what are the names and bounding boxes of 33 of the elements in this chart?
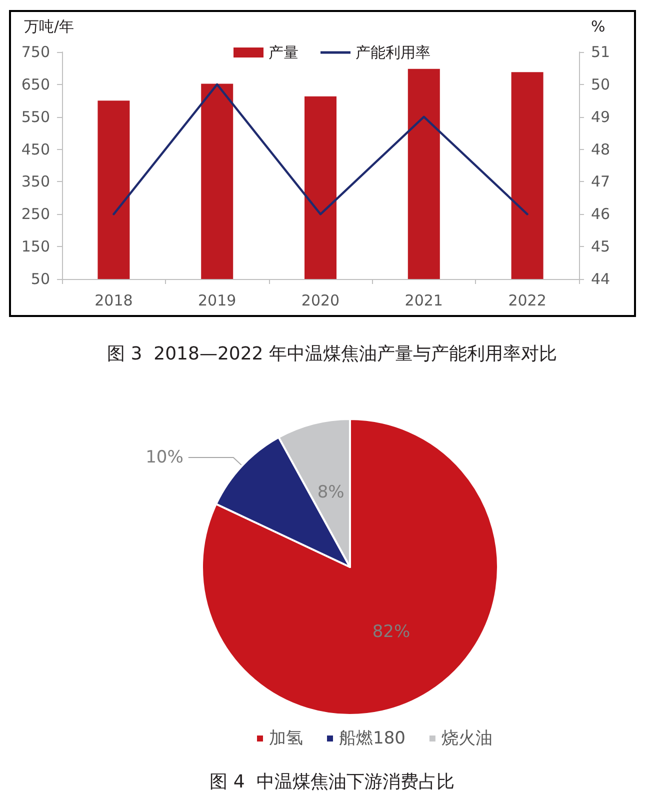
y-tick-label: 250 bbox=[21, 205, 50, 224]
y2-tick-label: 51 bbox=[591, 43, 610, 61]
y2-axis-title: % bbox=[591, 18, 606, 36]
y2-tick-label: 47 bbox=[591, 172, 610, 191]
y2-tick-label: 50 bbox=[591, 75, 610, 94]
legend-label: 产量 bbox=[268, 44, 298, 62]
text: 图 4 中温煤焦油下游消费占比 bbox=[210, 772, 454, 792]
legend-label: 加氢 bbox=[269, 728, 303, 748]
y-tick-label: 550 bbox=[21, 108, 50, 126]
y-tick-label: 750 bbox=[21, 43, 50, 61]
y-axis-title: 万吨/年 bbox=[24, 18, 74, 36]
y-tick-label: 350 bbox=[21, 172, 50, 191]
y2-tick-label: 49 bbox=[591, 108, 610, 126]
text: 图 3 2018—2022 年中温煤焦油产量与产能利用率对比 bbox=[107, 344, 557, 364]
x-tick-label: 2018 bbox=[94, 292, 133, 310]
data-label: 10% bbox=[146, 447, 184, 468]
y-tick-label: 650 bbox=[21, 75, 50, 94]
legend-label: 产能利用率 bbox=[356, 44, 430, 62]
legend-label: 船燃180 bbox=[339, 728, 406, 748]
legend-label: 烧火油 bbox=[441, 728, 492, 748]
x-tick-label: 2021 bbox=[404, 292, 443, 310]
y2-tick-label: 48 bbox=[591, 140, 610, 158]
data-label: 8% bbox=[317, 482, 344, 502]
x-tick-label: 2019 bbox=[198, 292, 236, 310]
y-tick-label: 150 bbox=[21, 238, 50, 256]
x-tick-label: 2022 bbox=[508, 292, 546, 310]
data-label: 82% bbox=[372, 622, 410, 642]
y2-tick-label: 45 bbox=[591, 238, 610, 256]
y-tick-label: 450 bbox=[21, 140, 50, 158]
y2-tick-label: 44 bbox=[591, 270, 610, 288]
x-tick-label: 2020 bbox=[301, 292, 340, 310]
y2-tick-label: 46 bbox=[591, 205, 610, 224]
y-tick-label: 50 bbox=[30, 270, 50, 288]
